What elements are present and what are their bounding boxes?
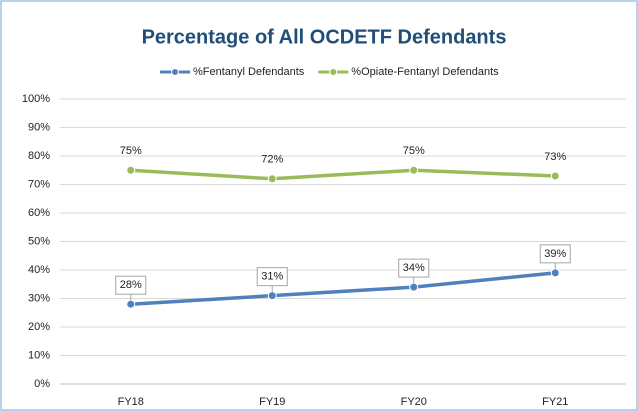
data-label: 31% xyxy=(261,271,283,283)
data-label: 72% xyxy=(261,154,283,166)
y-tick-label: 40% xyxy=(28,264,50,276)
y-tick-label: 100% xyxy=(22,93,50,105)
data-point xyxy=(267,291,277,301)
data-point xyxy=(126,299,136,309)
legend-marker xyxy=(329,68,338,76)
data-point xyxy=(409,282,419,292)
y-tick-label: 20% xyxy=(28,321,50,333)
data-point xyxy=(267,174,277,184)
data-label: 28% xyxy=(120,279,142,291)
x-tick-label: FY21 xyxy=(542,396,568,408)
x-tick-label: FY20 xyxy=(401,396,427,408)
y-tick-label: 30% xyxy=(28,292,50,304)
data-label: 39% xyxy=(544,248,566,260)
y-tick-label: 80% xyxy=(28,150,50,162)
y-tick-label: 90% xyxy=(28,121,50,133)
x-tick-label: FY19 xyxy=(259,396,285,408)
series-line xyxy=(130,271,556,306)
y-tick-label: 50% xyxy=(28,235,50,247)
data-point xyxy=(126,165,136,175)
y-tick-label: 10% xyxy=(28,349,50,361)
data-point xyxy=(409,165,419,175)
legend-label: %Opiate-Fentanyl Defendants xyxy=(351,66,499,78)
data-point xyxy=(550,268,560,278)
y-tick-label: 70% xyxy=(28,178,50,190)
data-label: 73% xyxy=(544,151,566,163)
legend-marker xyxy=(171,68,179,76)
chart-title: Percentage of All OCDETF Defendants xyxy=(142,26,507,48)
y-tick-label: 0% xyxy=(34,378,50,390)
data-label: 34% xyxy=(403,262,425,274)
data-label: 75% xyxy=(120,145,142,157)
y-tick-label: 60% xyxy=(28,207,50,219)
series-line xyxy=(130,168,556,181)
x-tick-label: FY18 xyxy=(118,396,144,408)
data-label: 75% xyxy=(403,145,425,157)
legend-label: %Fentanyl Defendants xyxy=(193,66,305,78)
data-point xyxy=(550,171,560,181)
